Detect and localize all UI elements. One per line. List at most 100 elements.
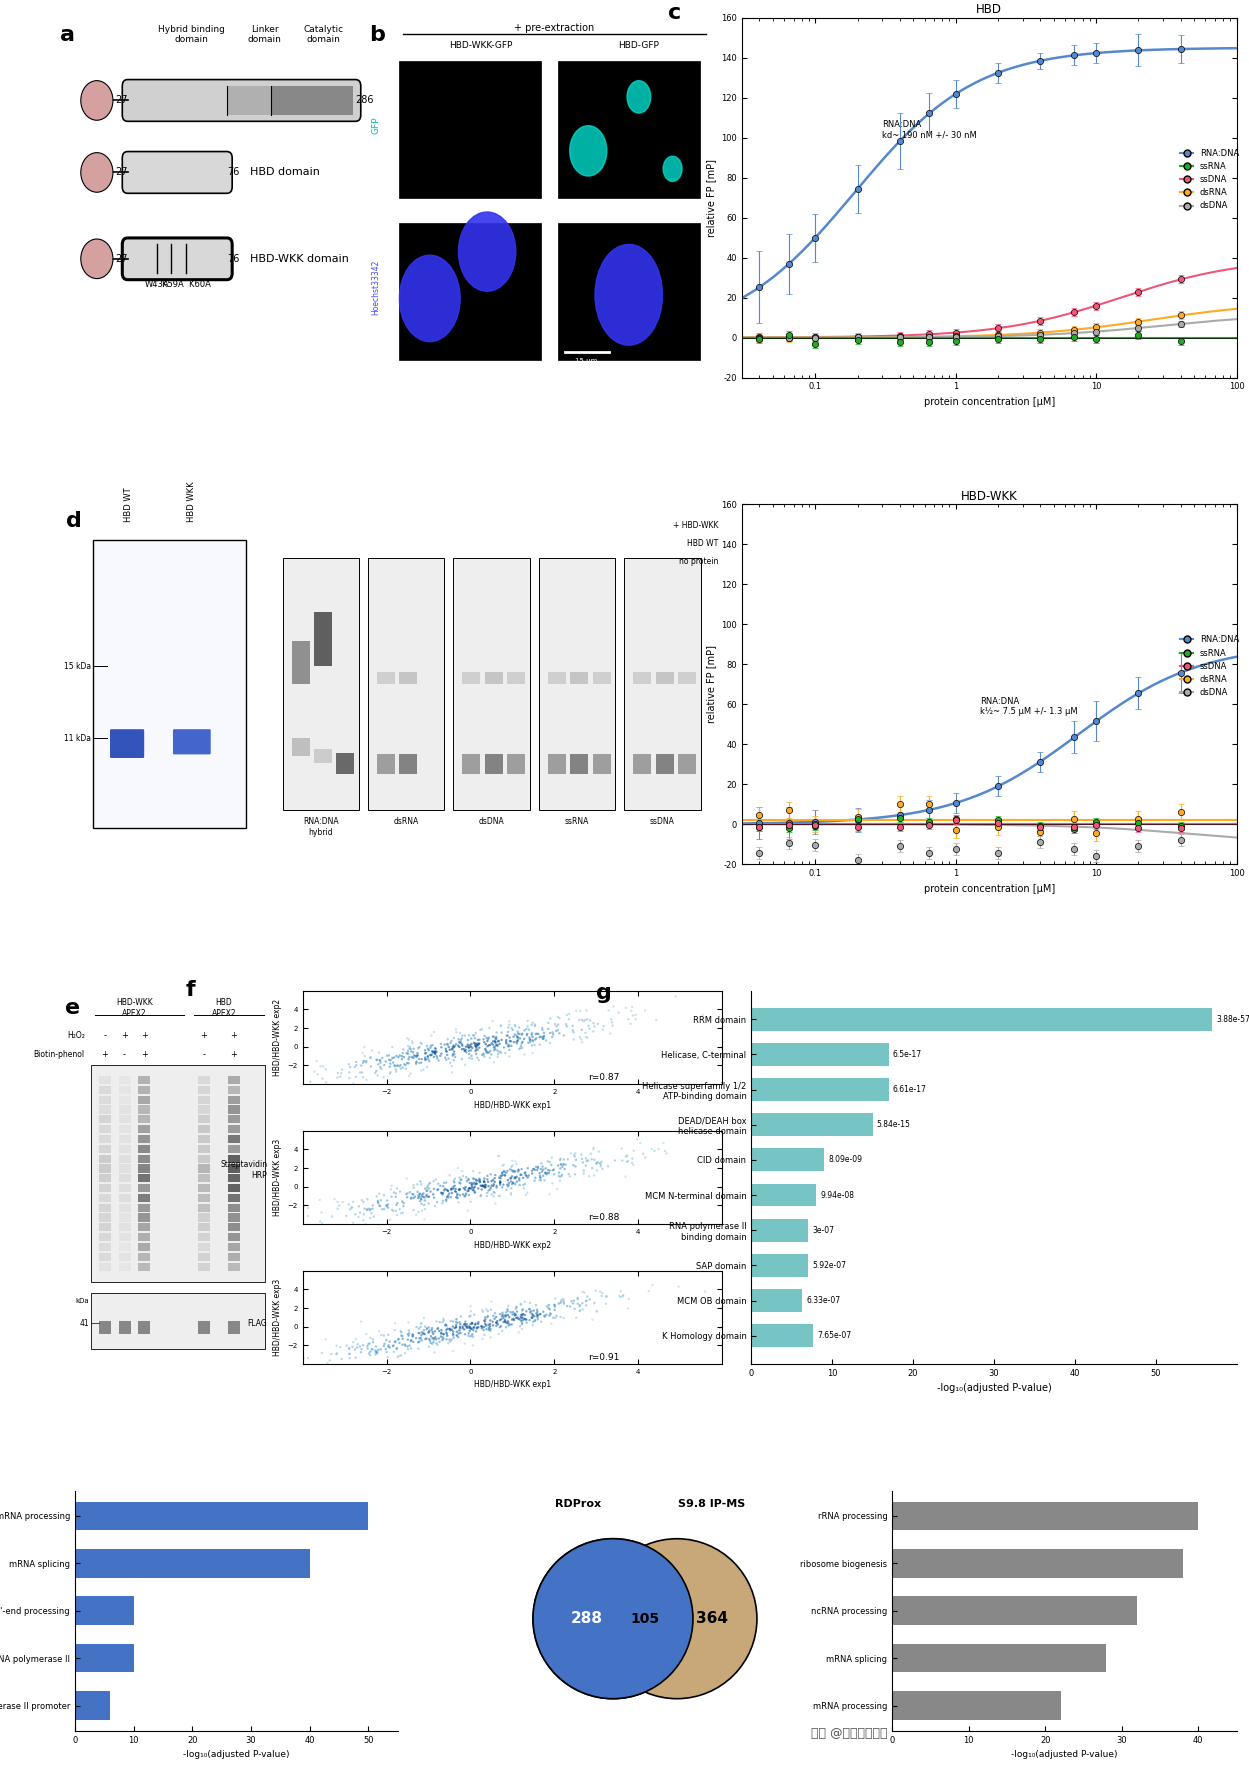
Point [511,1303,531,1332]
Point [527,1302,547,1330]
Point [492,1162,512,1190]
Point [507,1167,527,1196]
Point [398,1309,418,1337]
Point [520,1298,540,1326]
Point [361,1337,381,1365]
Point [517,1021,537,1049]
Point [450,1169,470,1197]
Point [535,1023,555,1051]
Y-axis label: relative FP [mP]: relative FP [mP] [706,159,716,237]
Bar [548,671,566,683]
Bar [119,1144,130,1153]
Point [448,1031,468,1060]
Point [453,1174,473,1203]
Point [525,1010,545,1038]
Point [395,1051,415,1079]
Point [453,1162,473,1190]
Point [465,1310,485,1339]
Point [438,1181,458,1210]
Point [400,1178,420,1206]
Point [563,1026,583,1054]
Point [493,1033,513,1061]
Point [380,1328,400,1356]
Bar [227,1125,240,1134]
Point [470,1164,490,1192]
Point [603,1012,623,1040]
Point [433,1178,453,1206]
Text: Hybrid binding
domain: Hybrid binding domain [159,25,225,44]
Point [468,1031,488,1060]
Point [357,1335,377,1363]
Point [440,1314,460,1342]
Point [563,1019,583,1047]
Point [451,1166,471,1194]
Point [468,1035,488,1063]
Point [332,1189,352,1217]
Point [443,1024,463,1053]
Point [377,1192,397,1220]
Point [445,1164,465,1192]
Point [415,1045,435,1074]
Point [475,1321,495,1349]
Point [510,1166,530,1194]
Point [573,1294,593,1323]
Point [531,1166,551,1194]
Point [477,1316,497,1344]
Point [446,1178,466,1206]
Point [460,1169,480,1197]
Bar [119,1263,130,1272]
Point [435,1176,455,1204]
Point [367,1337,387,1365]
Point [533,1024,553,1053]
Bar [227,1174,240,1183]
Point [438,1031,458,1060]
Point [463,1164,483,1192]
Point [477,1024,497,1053]
Point [475,1042,495,1070]
Text: GFP: GFP [371,117,381,134]
Point [548,1151,568,1180]
Point [446,1305,466,1333]
Point [622,992,642,1021]
Point [476,1171,496,1199]
Point [537,1300,557,1328]
Point [496,1030,516,1058]
Point [507,1162,527,1190]
Bar [139,1114,150,1123]
Text: K59A  K60A: K59A K60A [161,281,210,290]
Bar [593,671,611,683]
Point [450,1312,470,1340]
Point [452,1045,472,1074]
Point [541,1005,561,1033]
Point [523,1028,543,1056]
Point [262,1065,282,1093]
Point [448,1176,468,1204]
Point [311,1053,331,1081]
Point [483,1173,503,1201]
Point [425,1038,445,1067]
Point [425,1037,445,1065]
Bar [752,1044,889,1067]
Point [416,1038,436,1067]
Text: -: - [124,1049,126,1060]
Point [396,1051,416,1079]
Point [591,1277,611,1305]
Point [348,1075,368,1104]
Point [418,1319,438,1347]
Point [392,1045,412,1074]
Point [634,996,654,1024]
Point [425,1038,445,1067]
Point [437,1176,457,1204]
Point [427,1176,447,1204]
Point [517,1309,537,1337]
Bar [199,1155,210,1162]
Point [412,1326,432,1355]
Point [487,1309,507,1337]
Point [327,1063,347,1091]
Point [487,1028,507,1056]
Point [441,1307,461,1335]
Point [496,1314,516,1342]
Point [363,1328,383,1356]
Point [475,1023,495,1051]
Bar [678,754,696,774]
